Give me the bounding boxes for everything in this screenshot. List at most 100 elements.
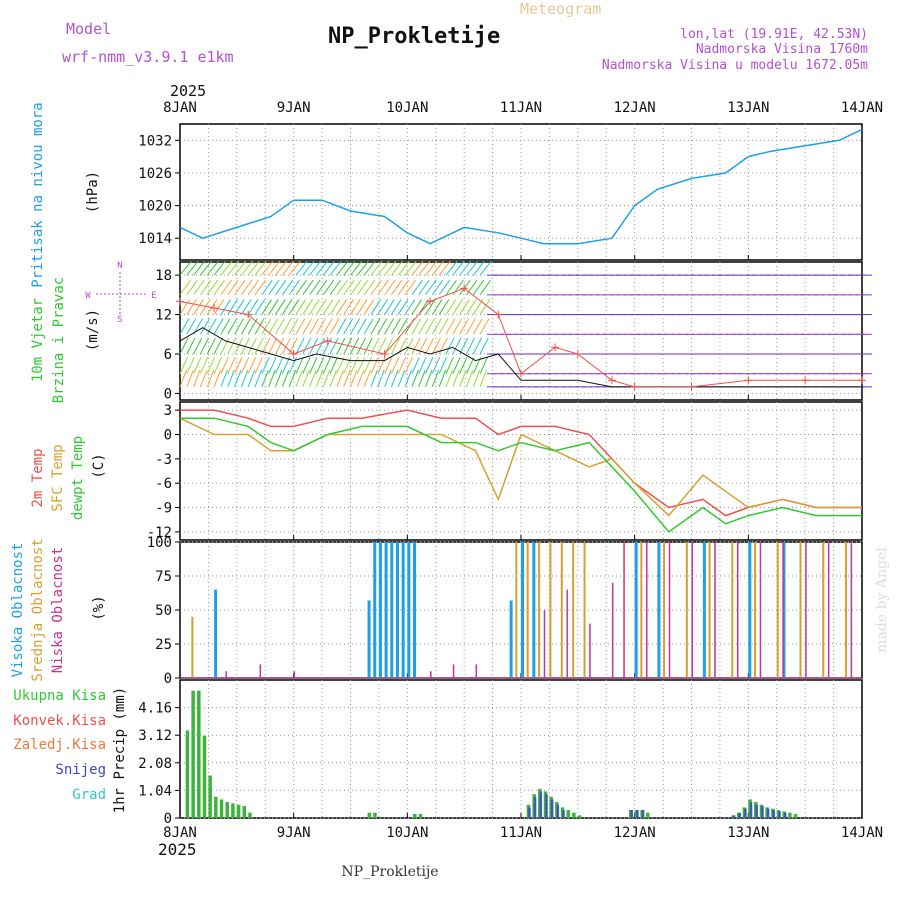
wind-barb	[240, 357, 250, 374]
cloud-mid-bar	[776, 542, 779, 678]
wind-barb	[466, 318, 476, 335]
wind-barb	[315, 357, 325, 374]
wind-barb	[179, 337, 189, 355]
wind-barb	[234, 260, 247, 276]
y-tick-label: -3	[155, 452, 172, 468]
wind-barb	[200, 299, 211, 315]
bottom-x-tick-label: 12JAN	[614, 825, 656, 841]
cloud-high-bar	[378, 542, 382, 678]
wind-barb	[206, 279, 219, 296]
wind-barb	[254, 357, 263, 374]
station-title: NP_Prokletije	[328, 24, 500, 49]
cloud-ylabel-3: Niska Oblacnost	[50, 547, 66, 673]
wind-barb	[384, 357, 393, 374]
wind-barb	[206, 369, 215, 388]
wind-barb	[356, 318, 367, 335]
y-tick-label: 6	[164, 347, 172, 363]
precip-total-bar	[793, 814, 798, 818]
wind-barb	[254, 369, 263, 388]
wind-barb	[268, 260, 281, 276]
cloud-high-bar	[384, 542, 388, 678]
wind-barb	[472, 337, 482, 355]
wind-barb	[336, 260, 349, 276]
wind-barb	[445, 369, 453, 388]
wind-barb	[254, 337, 264, 355]
wind-speed-line	[179, 327, 862, 388]
wind-gust-marker	[460, 284, 469, 293]
precip-snow-bar	[755, 804, 759, 818]
y-tick-label: -9	[155, 501, 172, 517]
cloud-high-bar	[367, 600, 371, 678]
precip-total-bar	[242, 806, 247, 818]
temp-dewpt-line	[180, 417, 862, 533]
wind-barb	[411, 279, 423, 296]
wind-barb	[377, 318, 388, 335]
pressure-ylabel-1: Pritisak na nivou mora	[30, 102, 46, 287]
wind-barb	[234, 318, 244, 335]
precip-total-bar	[646, 812, 650, 818]
wind-barb	[295, 318, 306, 335]
y-tick-label: 4.16	[138, 701, 172, 717]
wind-barb	[309, 299, 320, 315]
legend-konvek-kisa: Konvek.Kisa	[13, 713, 106, 729]
precip-total-bar	[208, 775, 212, 818]
wind-barb	[377, 337, 387, 355]
model-elevation-label: Nadmorska Visina u modelu 1672.05m	[602, 58, 868, 73]
wind-barb	[295, 357, 304, 374]
cloud-mid-bar	[731, 542, 734, 678]
y-tick-label: 1.04	[138, 783, 172, 799]
wind-barb	[363, 260, 376, 276]
wind-barb	[411, 299, 423, 315]
wind-barb	[213, 318, 224, 335]
temp-ylabel-4: (C)	[91, 453, 107, 478]
wind-barb	[370, 357, 379, 374]
wind-barb	[302, 337, 312, 355]
wind-barb	[404, 299, 416, 315]
wind-barb	[350, 279, 362, 296]
compass-s: S	[117, 315, 122, 325]
cloud-high-bar	[413, 542, 417, 678]
wind-barb	[315, 299, 327, 315]
bottom-x-tick-label: 14JAN	[841, 825, 883, 841]
wind-gust-marker	[323, 336, 332, 345]
wind-barb	[254, 318, 265, 335]
cloud-mid-bar	[754, 542, 757, 678]
precip-snow-bar	[630, 810, 633, 818]
top-x-tick-label: 10JAN	[386, 100, 428, 116]
wind-barb	[425, 260, 438, 276]
wind-barb	[200, 337, 210, 355]
wind-barb	[438, 369, 447, 388]
wind-barb	[281, 279, 294, 296]
wind-barb	[459, 279, 471, 296]
bottom-x-tick-labels: 8JAN 9JAN 10JAN 11JAN 12JAN 13JAN 14JAN	[163, 825, 883, 841]
wind-barb	[479, 318, 490, 335]
wind-barb	[275, 299, 286, 315]
wind-barb	[179, 318, 190, 335]
wind-barb	[418, 318, 429, 335]
cloud-low-bar	[589, 623, 591, 678]
wind-barb	[288, 260, 301, 276]
wind-barb	[445, 318, 456, 335]
cloud-high-bar	[373, 542, 377, 678]
cloud-low-bar	[543, 610, 546, 678]
wind-barb	[268, 369, 276, 388]
y-tick-label: 0	[164, 427, 172, 443]
wind-barb	[418, 279, 430, 296]
wind-gust-marker	[687, 382, 696, 391]
cloud-high-bar	[214, 589, 218, 678]
wind-barb	[472, 357, 482, 374]
y-tick-label: 0	[164, 811, 172, 827]
precip-total-bar	[572, 812, 576, 818]
cloud-mid-bar	[515, 542, 518, 678]
wind-barb	[465, 357, 475, 374]
wind-barb	[404, 279, 416, 296]
cloud-low-bar	[611, 582, 614, 678]
wind-barb	[315, 318, 326, 335]
wind-barb	[459, 260, 472, 276]
wind-barb	[425, 279, 437, 296]
wind-barb	[411, 260, 424, 276]
wind-barb	[206, 260, 219, 276]
wind-barb	[275, 337, 285, 355]
wind-barb	[309, 279, 321, 296]
wind-barb	[452, 318, 463, 335]
